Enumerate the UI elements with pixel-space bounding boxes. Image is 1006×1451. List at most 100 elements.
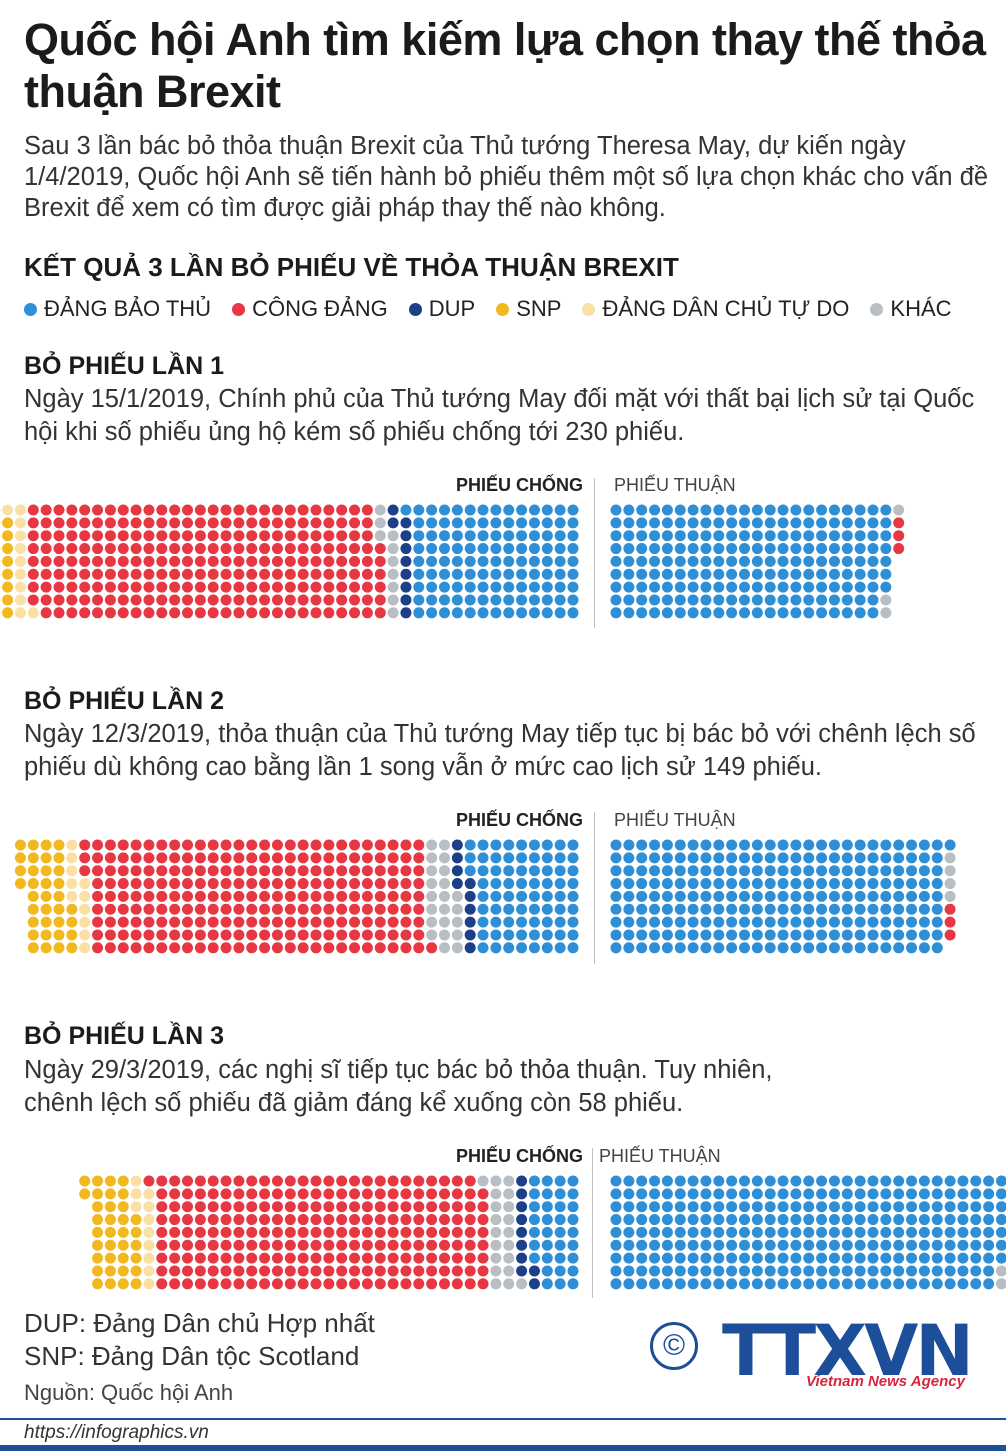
vote-dot-conservative-3 <box>918 1239 930 1251</box>
vote-dot-conservative-3 <box>751 1226 763 1238</box>
vote-dot-conservative-1 <box>880 543 892 555</box>
vote-dot-conservative-1 <box>867 607 879 619</box>
vote-dot-conservative-3 <box>674 1226 686 1238</box>
vote-dot-conservative-3 <box>700 1188 712 1200</box>
vote-dot-libdem-1 <box>14 568 26 580</box>
vote-dot-labour-2 <box>182 942 193 954</box>
vote-dot-dup-2 <box>451 839 463 851</box>
vote-dot-conservative-3 <box>880 1214 892 1226</box>
vote-dot-conservative-2 <box>636 852 648 864</box>
vote-dot-labour-3 <box>207 1265 219 1277</box>
vote-dot-dup-3 <box>516 1175 528 1187</box>
vote-dot-conservative-2 <box>841 942 853 954</box>
vote-dot-labour-1 <box>169 607 181 619</box>
vote-dot-conservative-1 <box>477 530 489 542</box>
vote-dot-conservative-2 <box>687 942 699 954</box>
vote-dot-labour-3 <box>246 1214 258 1226</box>
vote-dot-conservative-3 <box>713 1252 725 1264</box>
vote-dot-conservative-2 <box>790 929 802 941</box>
vote-dot-labour-1 <box>194 517 206 529</box>
vote-dot-conservative-1 <box>854 530 866 542</box>
vote-dot-libdem-2 <box>66 852 78 864</box>
vote-dot-conservative-1 <box>751 581 763 593</box>
vote-dot-labour-1 <box>374 581 386 593</box>
vote-dot-labour-2 <box>182 839 193 851</box>
vote-dot-conservative-2 <box>661 865 673 877</box>
vote-dot-labour-3 <box>336 1201 348 1213</box>
vote-dot-labour-2 <box>336 929 348 941</box>
vote-dot-conservative-3 <box>528 1252 540 1264</box>
vote-dot-conservative-2 <box>490 890 502 902</box>
vote-dot-labour-1 <box>79 530 91 542</box>
vote-dot-labour-2 <box>284 839 296 851</box>
vote-dot-labour-3 <box>336 1214 348 1226</box>
vote-dot-conservative-3 <box>777 1175 789 1187</box>
vote-dot-conservative-2 <box>528 942 540 954</box>
vote-dot-snp-3 <box>117 1252 129 1264</box>
vote-dot-conservative-1 <box>610 517 622 529</box>
vote-dot-snp-2 <box>53 865 65 877</box>
legend: ĐẢNG BẢO THỦ CÔNG ĐẢNG DUP SNP ĐẢNG DÂN … <box>24 296 952 322</box>
vote-dot-conservative-2 <box>854 839 866 851</box>
vote-dot-labour-1 <box>79 594 91 606</box>
vote-dot-labour-2 <box>361 916 373 928</box>
vote-dot-snp-2 <box>14 865 26 877</box>
vote-dot-labour-3 <box>284 1239 296 1251</box>
vote-dot-conservative-3 <box>649 1278 661 1290</box>
vote-dot-conservative-2 <box>610 929 622 941</box>
vote-dot-other-2 <box>426 878 438 890</box>
vote-dot-labour-1 <box>374 594 386 606</box>
vote-dot-conservative-3 <box>751 1239 763 1251</box>
vote-dot-conservative-3 <box>854 1239 866 1251</box>
vote-dot-conservative-1 <box>700 530 712 542</box>
vote-dot-labour-1 <box>182 581 193 593</box>
vote-dot-conservative-3 <box>828 1226 840 1238</box>
vote-dot-conservative-3 <box>944 1175 956 1187</box>
vote-dot-labour-2 <box>130 890 142 902</box>
vote-dot-conservative-3 <box>841 1175 853 1187</box>
vote-dot-conservative-3 <box>918 1278 930 1290</box>
vote-dot-labour-2 <box>349 852 361 864</box>
vote-dot-conservative-1 <box>439 543 450 555</box>
vote-dot-conservative-3 <box>541 1278 553 1290</box>
vote-dot-labour-2 <box>194 852 206 864</box>
vote-dot-conservative-2 <box>674 916 686 928</box>
vote-dot-conservative-3 <box>610 1278 622 1290</box>
vote-dot-conservative-2 <box>726 865 738 877</box>
vote-dot-labour-3 <box>336 1265 348 1277</box>
vote-dot-labour-1 <box>233 517 245 529</box>
vote-dot-conservative-3 <box>649 1265 661 1277</box>
vote-dot-labour-1 <box>297 607 309 619</box>
vote-dot-conservative-1 <box>477 607 489 619</box>
vote-dot-conservative-3 <box>828 1214 840 1226</box>
vote-dot-conservative-1 <box>854 568 866 580</box>
vote-dot-labour-1 <box>53 504 65 516</box>
vote-dot-conservative-2 <box>503 839 515 851</box>
vote-dot-labour-2 <box>323 890 335 902</box>
vote-dot-conservative-3 <box>841 1188 853 1200</box>
vote-dot-labour-3 <box>271 1252 283 1264</box>
vote-dot-conservative-3 <box>983 1175 995 1187</box>
vote-dot-conservative-1 <box>841 530 853 542</box>
vote-dot-labour-1 <box>143 555 155 567</box>
vote-dot-labour-3 <box>336 1175 348 1187</box>
vote-dot-conservative-2 <box>610 890 622 902</box>
against-label-3: PHIẾU CHỐNG <box>456 1146 584 1166</box>
vote-dot-labour-3 <box>464 1188 476 1200</box>
vote-dot-libdem-1 <box>14 581 26 593</box>
vote-dot-conservative-1 <box>661 607 673 619</box>
vote-dot-conservative-1 <box>649 517 661 529</box>
vote-dot-labour-1 <box>156 594 168 606</box>
vote-dot-other-3 <box>503 1214 515 1226</box>
vote-dot-labour-1 <box>27 594 39 606</box>
vote-dot-conservative-3 <box>661 1239 673 1251</box>
vote-dot-conservative-3 <box>751 1265 763 1277</box>
vote-dot-dup-1 <box>400 517 412 529</box>
vote-dot-other-2 <box>944 890 956 902</box>
vote-dot-conservative-3 <box>528 1239 540 1251</box>
vote-dot-conservative-3 <box>841 1265 853 1277</box>
vote-dot-conservative-2 <box>567 852 579 864</box>
vote-dot-labour-3 <box>182 1226 193 1238</box>
vote-dot-conservative-1 <box>477 568 489 580</box>
footer-link[interactable]: https://infographics.vn <box>24 1422 209 1443</box>
